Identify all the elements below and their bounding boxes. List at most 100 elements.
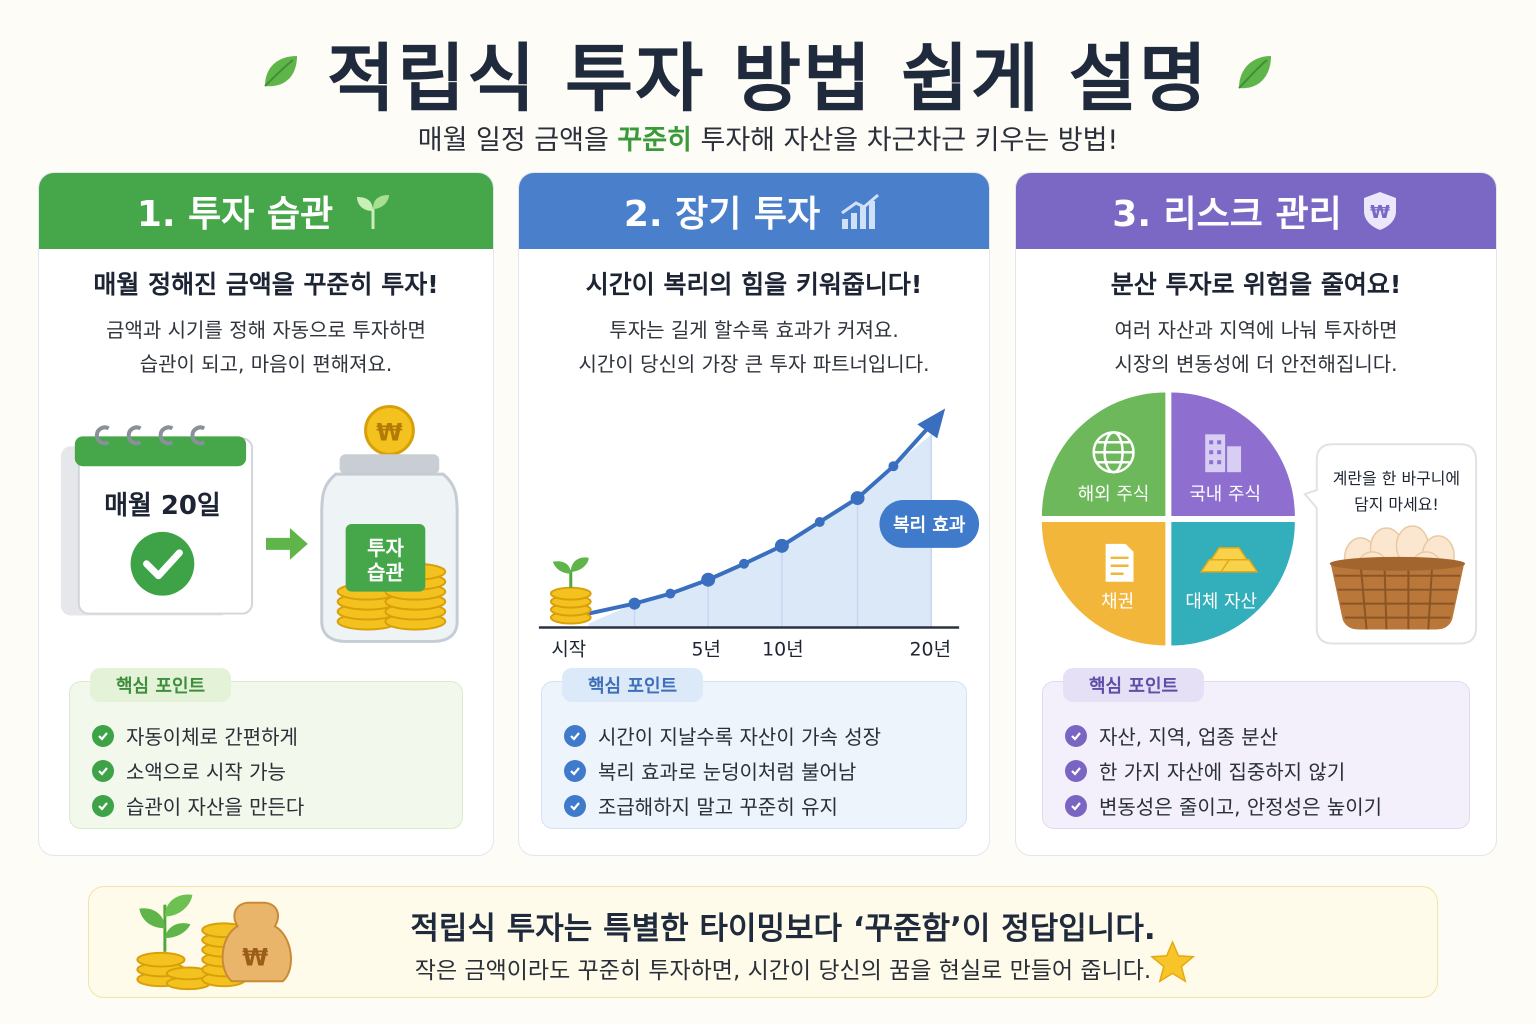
key-point: 습관이 자산을 만든다: [92, 788, 462, 823]
bubble-line: 계란을 한 바구니에: [1333, 469, 1460, 488]
check-icon: [1065, 794, 1087, 817]
key-point-text: 변동성은 줄이고, 안정성은 높이기: [1099, 795, 1383, 819]
key-point-text: 자동이체로 간편하게: [126, 725, 298, 749]
document-icon: [1105, 543, 1134, 582]
key-point-text: 복리 효과로 눈덩이처럼 불어남: [598, 760, 857, 784]
card-lead: 시간이 복리의 힘을 키워줍니다!: [585, 270, 923, 299]
card-title: 1. 투자 습관: [136, 194, 334, 235]
page-subtitle: 매월 일정 금액을 꾸준히 투자해 자산을 차근차근 키우는 방법!: [0, 118, 1536, 157]
key-point: 변동성은 줄이고, 안정성은 높이기: [1065, 788, 1469, 823]
check-icon: [92, 759, 114, 782]
check-icon: [92, 724, 114, 747]
card-header: 1. 투자 습관: [39, 173, 493, 249]
key-point-text: 자산, 지역, 업종 분산: [1099, 725, 1278, 749]
pie-slice-domestic: [1171, 392, 1295, 516]
key-point-text: 습관이 자산을 만든다: [126, 795, 305, 819]
axis-label: 20년: [910, 638, 951, 660]
subtitle-post: 투자해 자산을 차근차근 키우는 방법!: [691, 125, 1119, 156]
key-point: 자동이체로 간편하게: [92, 718, 462, 753]
arrow-icon: [266, 527, 308, 560]
key-points-tag: 핵심 포인트: [90, 668, 232, 702]
key-point: 조급해하지 말고 꾸준히 유지: [564, 788, 966, 823]
globe-icon: [1092, 431, 1135, 474]
desc-line: 시장의 변동성에 더 안전해집니다.: [1114, 352, 1398, 376]
key-points-box: 핵심 포인트 자동이체로 간편하게 소액으로 시작 가능 습관이 자산을 만든다: [69, 668, 463, 829]
key-point: 소액으로 시작 가능: [92, 753, 462, 788]
pie-label: 대체 자산: [1185, 592, 1257, 613]
key-points-tag: 핵심 포인트: [562, 668, 704, 702]
key-points-box: 핵심 포인트 자산, 지역, 업종 분산 한 가지 자산에 집중하지 않기 변동…: [1042, 668, 1470, 829]
gold-bar-icon: [1199, 547, 1259, 573]
card-lead: 매월 정해진 금액을 꾸준히 투자!: [93, 270, 439, 299]
card-long-term-investment: 2. 장기 투자 시간이 복리의 힘을 키워줍니다! 투자는 길게 할수록 효과…: [518, 172, 990, 856]
sprout-icon: [357, 195, 390, 229]
coin-symbol: ₩: [376, 418, 402, 446]
axis-label: 10년: [762, 638, 803, 660]
desc-line: 금액과 시기를 정해 자동으로 투자하면: [106, 318, 426, 342]
axis-label: 시작: [551, 638, 586, 660]
pie-slice-bonds: [1041, 521, 1166, 646]
coin-stack-sprout: [549, 586, 592, 625]
summary-banner: ₩ 적립식 투자는 특별한 타이밍보다 ‘꾸준함’이 정답입니다. 작은 금액이…: [88, 886, 1438, 998]
desc-line: 시간이 당신의 가장 큰 투자 파트너입니다.: [578, 352, 930, 376]
desc-line: 투자는 길게 할수록 효과가 커져요.: [609, 318, 899, 342]
arrow-head: [917, 408, 946, 439]
pie-label: 국내 주식: [1189, 484, 1261, 505]
summary-subtitle: 작은 금액이라도 꾸준히 투자하면, 시간이 당신의 꿈을 현실로 만들어 줍니…: [414, 958, 1152, 984]
check-icon: [1065, 759, 1087, 782]
leaf-icon: [1238, 56, 1271, 89]
key-point-text: 소액으로 시작 가능: [126, 760, 286, 784]
check-icon: [1065, 724, 1087, 747]
speech-bubble: [1303, 443, 1478, 645]
card-title: 3. 리스크 관리: [1112, 194, 1342, 235]
jar-label-line2: 습관: [367, 562, 404, 585]
shield-symbol: ₩: [1370, 202, 1390, 223]
compound-badge: 복리 효과: [893, 515, 966, 536]
calendar-icon: 매월 20일: [60, 425, 254, 616]
key-point: 한 가지 자산에 집중하지 않기: [1065, 753, 1469, 788]
bubble-line: 담지 마세요!: [1354, 495, 1439, 514]
shield-icon: ₩: [1363, 192, 1396, 230]
key-point: 복리 효과로 눈덩이처럼 불어남: [564, 753, 966, 788]
growth-line: [588, 423, 933, 616]
card-description: 금액과 시기를 정해 자동으로 투자하면 습관이 되고, 마음이 편해져요.: [39, 313, 493, 381]
subtitle-pre: 매월 일정 금액을: [417, 125, 618, 156]
card-investment-habit: 1. 투자 습관 매월 정해진 금액을 꾸준히 투자! 금액과 시기를 정해 자…: [38, 172, 494, 856]
pie-label: 해외 주식: [1078, 484, 1150, 505]
building-icon: [1205, 434, 1242, 473]
key-point-text: 조급해하지 말고 꾸준히 유지: [598, 795, 838, 819]
check-icon: [564, 724, 586, 747]
desc-line: 습관이 되고, 마음이 편해져요.: [139, 352, 393, 376]
key-points-tag: 핵심 포인트: [1063, 668, 1205, 702]
check-icon: [92, 794, 114, 817]
pie-slice-overseas: [1041, 392, 1166, 516]
card-description: 투자는 길게 할수록 효과가 커져요. 시간이 당신의 가장 큰 투자 파트너입…: [519, 313, 989, 381]
key-point-text: 한 가지 자산에 집중하지 않기: [1099, 760, 1346, 784]
card-lead: 분산 투자로 위험을 줄여요!: [1110, 270, 1402, 299]
key-points-box: 핵심 포인트 시간이 지날수록 자산이 가속 성장 복리 효과로 눈덩이처럼 불…: [541, 668, 967, 829]
key-point: 자산, 지역, 업종 분산: [1065, 718, 1469, 753]
leaf-icon: [264, 56, 298, 87]
calendar-label: 매월 20일: [104, 491, 220, 521]
key-point: 시간이 지날수록 자산이 가속 성장: [564, 718, 966, 753]
card-header: 3. 리스크 관리 ₩: [1016, 173, 1496, 249]
summary-title: 적립식 투자는 특별한 타이밍보다 ‘꾸준함’이 정답입니다.: [410, 911, 1156, 947]
key-point-text: 시간이 지날수록 자산이 가속 성장: [598, 725, 882, 749]
card-header: 2. 장기 투자: [519, 173, 989, 249]
check-icon: [564, 794, 586, 817]
bar-chart-icon: [841, 193, 880, 229]
pie-slice-alternative: [1171, 521, 1295, 646]
desc-line: 여러 자산과 지역에 나눠 투자하면: [1114, 318, 1398, 342]
jar-label-line1: 투자: [367, 537, 404, 560]
growth-area: [588, 434, 932, 628]
pie-label: 채권: [1101, 592, 1134, 613]
subtitle-highlight: 꾸준히: [617, 125, 692, 156]
jar-icon: ₩ 투자 습관: [320, 404, 459, 643]
check-icon: [564, 759, 586, 782]
card-title: 2. 장기 투자: [623, 194, 821, 235]
axis-label: 5년: [691, 638, 720, 660]
page-title: 적립식 투자 방법 쉽게 설명: [327, 35, 1209, 122]
card-description: 여러 자산과 지역에 나눠 투자하면 시장의 변동성에 더 안전해집니다.: [1016, 313, 1496, 381]
title-row: 적립식 투자 방법 쉽게 설명: [0, 22, 1536, 122]
card-risk-management: 3. 리스크 관리 ₩ 분산 투자로 위험을 줄여요! 여러 자산과 지역에 나…: [1015, 172, 1497, 856]
